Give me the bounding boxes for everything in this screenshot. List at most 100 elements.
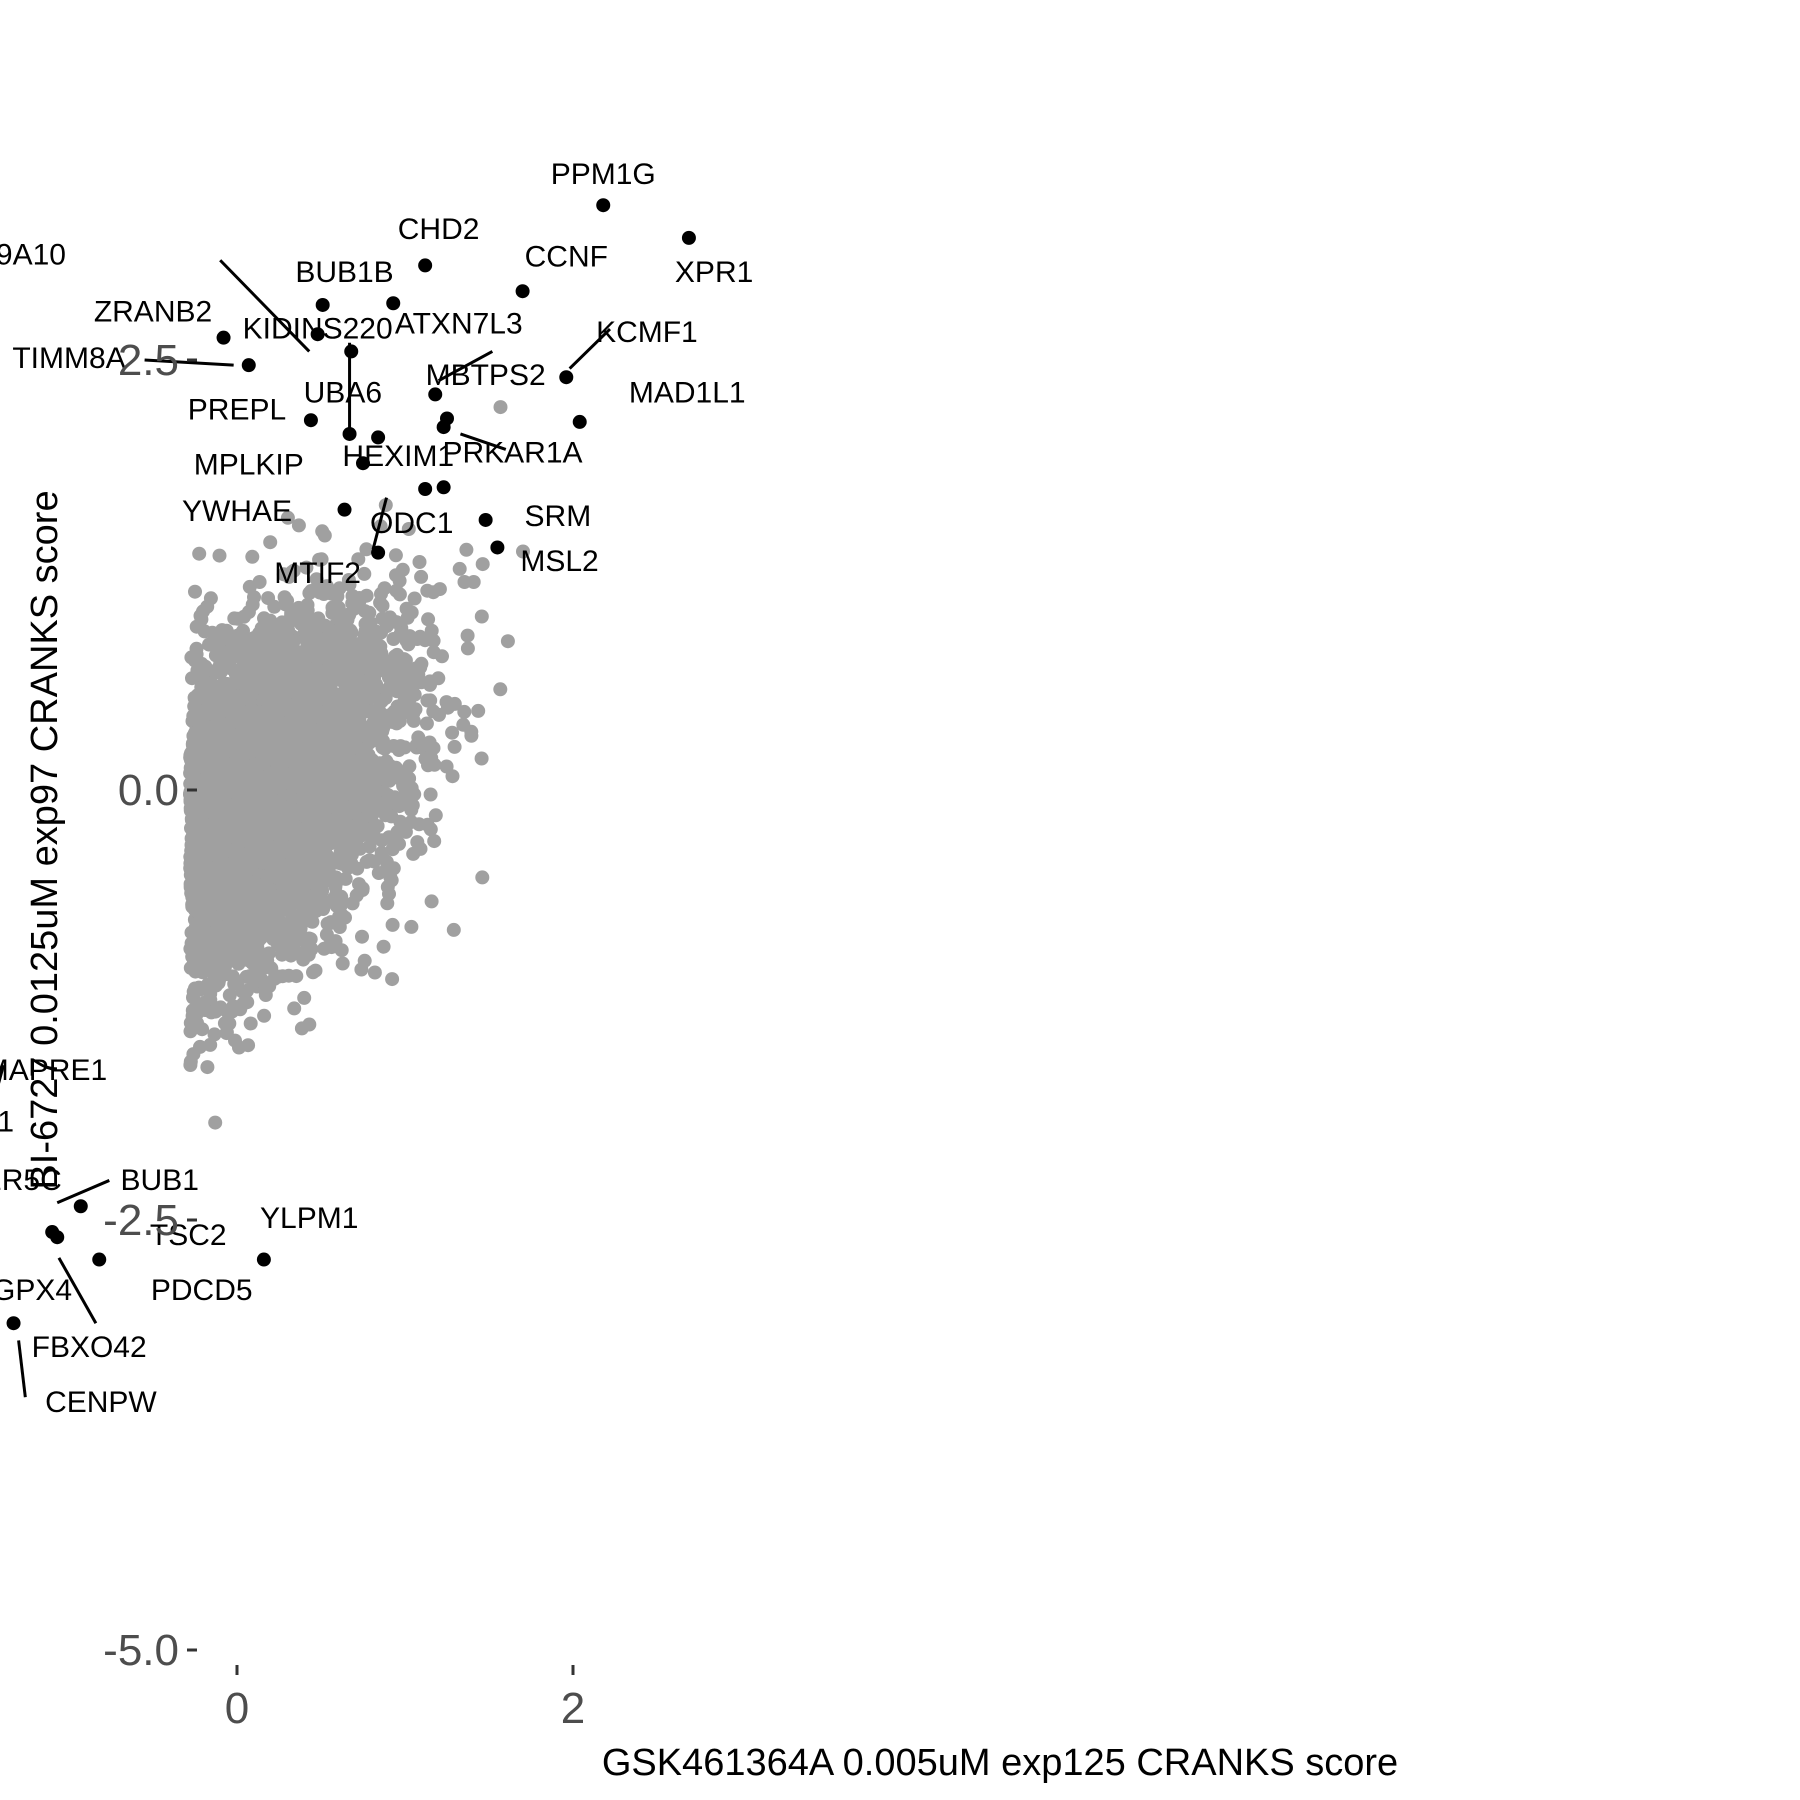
background-point xyxy=(384,809,399,824)
background-point xyxy=(185,1008,200,1023)
background-point xyxy=(308,963,323,978)
background-point xyxy=(338,734,353,749)
background-point xyxy=(239,849,254,864)
background-point xyxy=(207,1027,222,1042)
background-point xyxy=(418,633,433,648)
background-point xyxy=(361,747,376,762)
background-point xyxy=(332,612,347,627)
background-point xyxy=(275,821,290,836)
background-point xyxy=(421,612,436,627)
background-point xyxy=(275,896,290,910)
label-hexim1: HEXIM1 xyxy=(342,440,454,473)
background-point xyxy=(249,974,263,989)
background-point xyxy=(446,922,461,937)
point-bub1b xyxy=(310,327,325,342)
background-point xyxy=(304,942,319,956)
background-points xyxy=(183,400,530,1130)
background-point xyxy=(355,698,369,713)
background-point xyxy=(275,615,290,630)
label-mtif2: MTIF2 xyxy=(274,557,361,590)
background-point xyxy=(277,766,292,781)
background-point xyxy=(389,583,404,598)
background-point xyxy=(308,840,323,855)
background-point xyxy=(197,624,212,639)
background-point xyxy=(241,707,256,722)
background-point xyxy=(460,628,475,643)
label-bub1b: BUB1B xyxy=(295,256,393,289)
label-uba6: UBA6 xyxy=(304,376,382,409)
background-point xyxy=(390,824,405,839)
background-point xyxy=(390,765,405,780)
background-point xyxy=(414,569,429,584)
background-point xyxy=(192,916,207,930)
background-point xyxy=(274,927,289,942)
label-mbtps2: MBTPS2 xyxy=(426,359,546,392)
background-point xyxy=(228,667,243,682)
background-point xyxy=(346,779,361,794)
background-point xyxy=(186,955,201,970)
background-point xyxy=(500,634,515,649)
background-point xyxy=(238,758,253,773)
background-point xyxy=(218,952,232,966)
background-point xyxy=(236,638,251,653)
background-point xyxy=(239,878,254,893)
background-point xyxy=(240,718,255,733)
background-point xyxy=(300,887,315,902)
background-point xyxy=(241,605,256,619)
background-point xyxy=(371,866,386,880)
background-point xyxy=(427,834,442,849)
background-point xyxy=(395,676,410,690)
background-point xyxy=(342,668,357,683)
background-point xyxy=(215,623,230,638)
background-point xyxy=(408,702,423,717)
background-point xyxy=(391,743,406,757)
background-point xyxy=(390,647,405,662)
label-ccnf: CCNF xyxy=(525,240,608,273)
background-point xyxy=(357,566,372,581)
background-point xyxy=(319,927,334,942)
background-point xyxy=(275,969,290,984)
background-point xyxy=(205,896,220,911)
background-point xyxy=(315,748,330,763)
background-point xyxy=(250,935,265,950)
point-chd2 xyxy=(418,258,433,273)
background-point xyxy=(392,699,407,714)
background-point xyxy=(297,990,312,1005)
background-point xyxy=(452,561,467,576)
background-point xyxy=(316,772,331,786)
label-xpr1: XPR1 xyxy=(675,256,753,289)
background-point xyxy=(359,542,374,557)
connector-atxn7l3 xyxy=(437,350,494,382)
background-point xyxy=(326,799,341,814)
axes: -6-4-202-5.0-2.50.02.5 xyxy=(103,336,585,1733)
point-cenpw xyxy=(6,1316,21,1331)
background-point xyxy=(316,822,331,837)
label-kidins220: KIDINS220 xyxy=(243,313,393,346)
background-point xyxy=(212,851,227,866)
background-point xyxy=(493,682,508,697)
background-point xyxy=(385,917,400,932)
background-point xyxy=(302,931,317,946)
label-chd2: CHD2 xyxy=(398,213,480,246)
background-point xyxy=(213,829,227,844)
background-point xyxy=(231,700,246,715)
background-point xyxy=(348,800,363,815)
background-point xyxy=(253,804,268,819)
background-point xyxy=(252,575,267,589)
background-point xyxy=(194,745,209,760)
background-point xyxy=(384,665,399,679)
background-point xyxy=(352,591,367,605)
background-point xyxy=(280,870,295,885)
background-point xyxy=(412,555,427,569)
gene-points xyxy=(6,198,696,1331)
background-point xyxy=(203,1037,218,1052)
background-point xyxy=(277,590,292,605)
y-axis-title: BI-6727 0.0125uM exp97 CRANKS score xyxy=(24,490,66,1189)
background-point xyxy=(290,696,304,711)
background-point xyxy=(314,856,329,871)
point-zranb2 xyxy=(216,330,231,345)
background-point xyxy=(192,905,207,920)
background-point xyxy=(188,584,202,599)
background-point xyxy=(423,693,438,708)
background-point xyxy=(457,704,472,719)
